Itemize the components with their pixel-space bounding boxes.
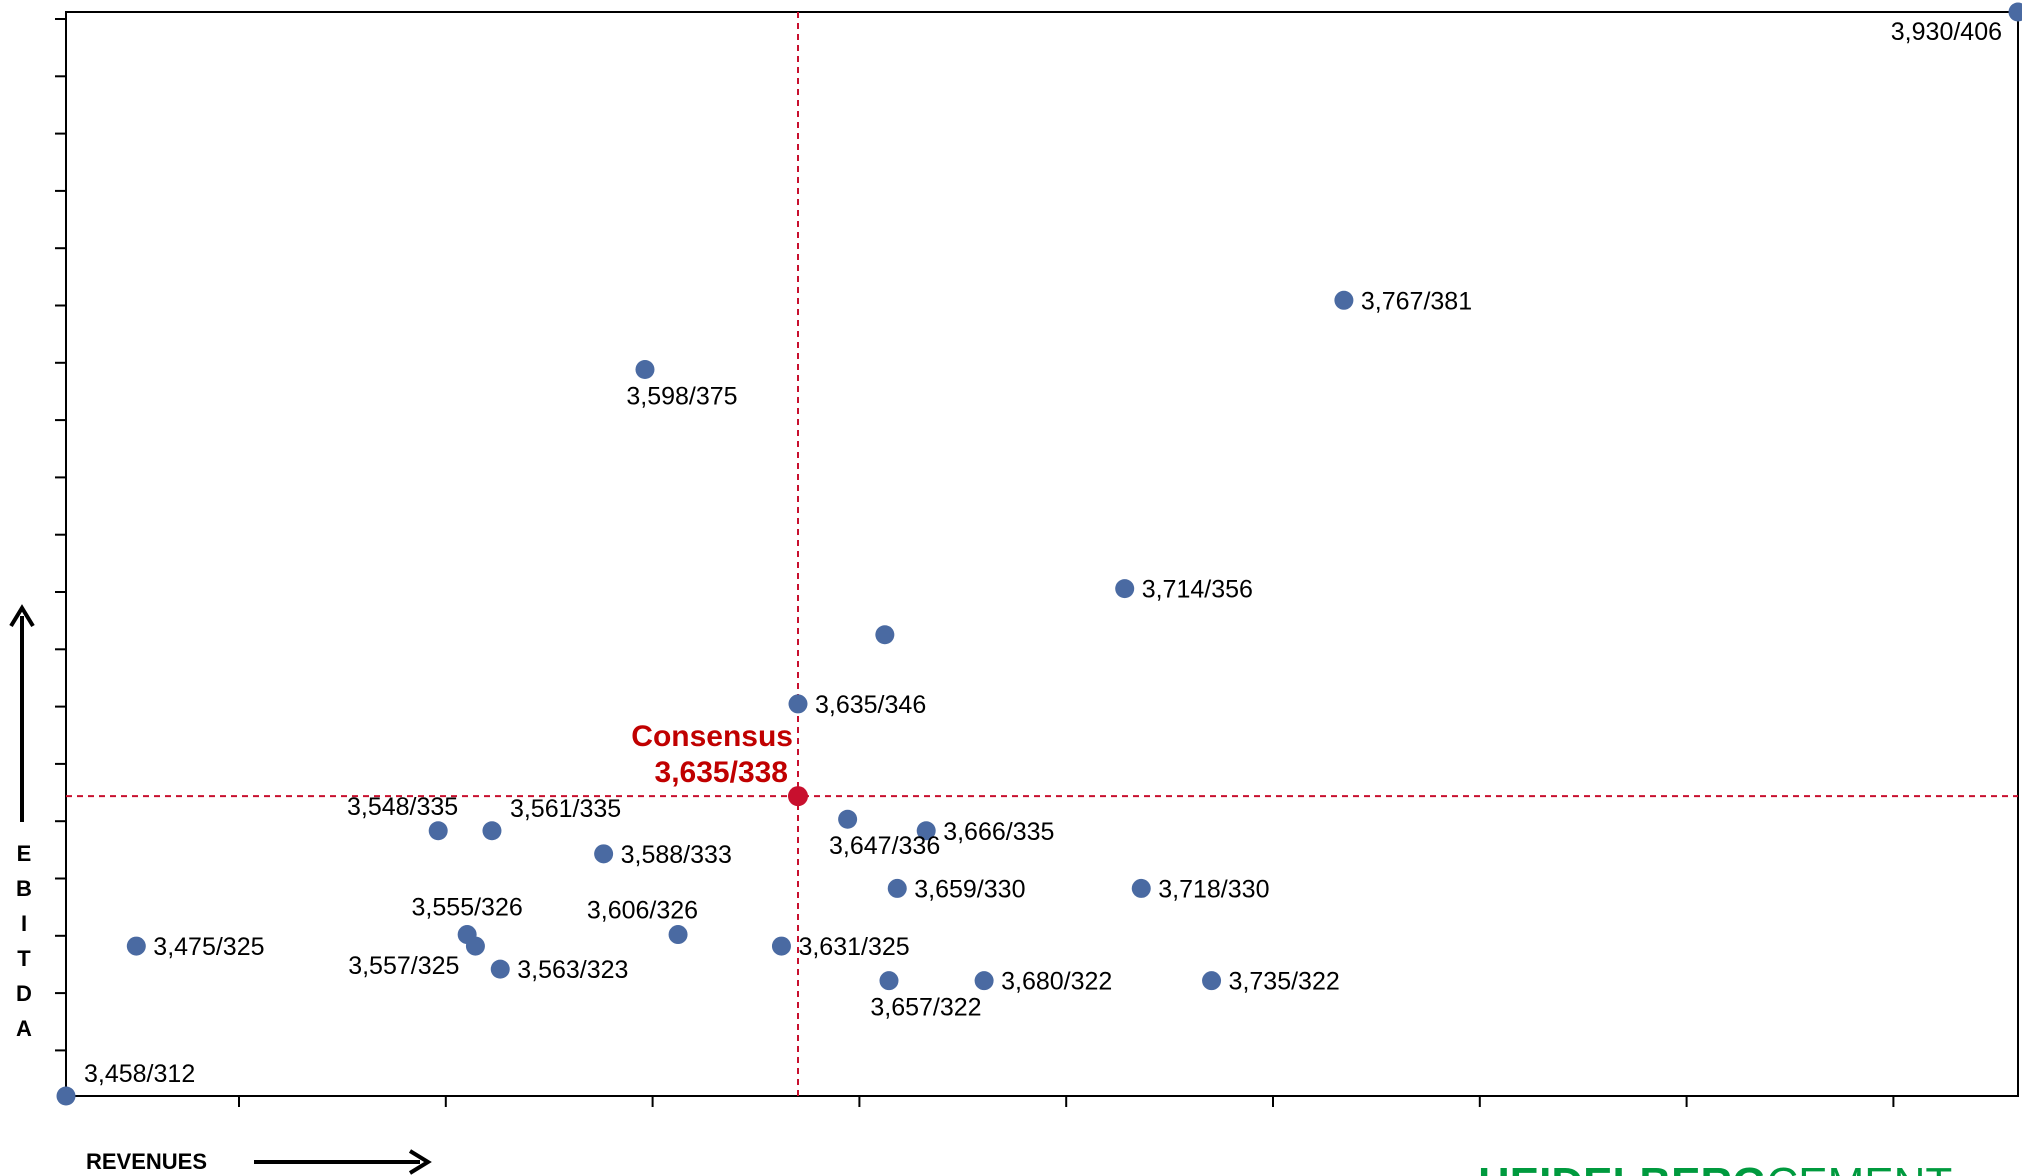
point-label: 3,475/325: [153, 933, 264, 961]
point-label: 3,647/336: [829, 832, 940, 860]
point-label: 3,930/406: [1891, 18, 2002, 46]
y-axis-label-letter: T: [17, 946, 31, 971]
data-point: [1334, 290, 1354, 310]
point-label: 3,588/333: [621, 841, 732, 869]
data-point: [490, 959, 510, 979]
data-point: [879, 971, 899, 991]
point-label: 3,458/312: [84, 1060, 195, 1088]
data-point: [887, 878, 907, 898]
y-axis-label-letter: D: [16, 981, 32, 1006]
point-label: 3,548/335: [347, 793, 458, 821]
point-label: 3,735/322: [1229, 968, 1340, 996]
data-point: [1202, 971, 1222, 991]
x-axis-arrow-head: [408, 1149, 432, 1175]
data-point: [1115, 579, 1135, 599]
x-axis-label: REVENUES: [86, 1149, 207, 1174]
data-point: [1131, 878, 1151, 898]
point-label: 3,631/325: [798, 933, 909, 961]
data-point: [428, 821, 448, 841]
point-label: 3,557/325: [348, 952, 459, 980]
data-point: [56, 1086, 76, 1106]
point-label: 3,606/326: [587, 897, 698, 925]
data-points: [56, 2, 2022, 1106]
x-axis-title: REVENUES: [86, 1149, 432, 1175]
point-label: 3,561/335: [510, 795, 621, 823]
point-label: 3,767/381: [1361, 287, 1472, 315]
data-point: [482, 821, 502, 841]
point-labels: 3,930/406 3,767/381 3,598/375 3,714/356 3,63…: [84, 18, 2002, 1088]
point-label: 3,563/323: [517, 956, 628, 984]
y-axis-label-letter: A: [16, 1016, 32, 1041]
point-label: 3,657/322: [870, 994, 981, 1022]
data-point: [126, 936, 146, 956]
point-label: 3,555/326: [412, 894, 523, 922]
data-point: [771, 936, 791, 956]
logo-cement: CEMENT: [1766, 1159, 1952, 1176]
data-point: [974, 971, 994, 991]
point-label: 3,718/330: [1158, 875, 1269, 903]
data-point: [788, 694, 808, 714]
y-axis-label-letter: E: [17, 841, 32, 866]
consensus-title: Consensus: [631, 720, 793, 753]
data-point: [838, 809, 858, 829]
y-axis-label-letter: B: [16, 876, 32, 901]
point-label: 3,666/335: [943, 818, 1054, 846]
point-label: 3,680/322: [1001, 968, 1112, 996]
x-axis-ticks: [238, 1096, 1895, 1107]
consensus-point: [788, 786, 808, 807]
data-point: [916, 821, 936, 841]
data-point: [2008, 2, 2022, 22]
company-logo: HEIDELBERGCEMENT: [1478, 1159, 1952, 1176]
y-axis-ticks: [55, 18, 66, 1052]
point-label: 3,598/375: [626, 382, 737, 410]
data-point: [635, 359, 655, 379]
plot-frame: [65, 11, 2019, 1097]
consensus-guides: [66, 12, 2018, 1096]
y-axis-label-letter: I: [21, 911, 27, 936]
data-point: [875, 625, 895, 645]
data-point: [465, 936, 485, 956]
consensus-value: 3,635/338: [655, 756, 788, 789]
point-label: 3,635/346: [815, 691, 926, 719]
point-label: 3,714/356: [1142, 576, 1253, 604]
data-point: [668, 925, 688, 945]
svg-text:HEIDELBERGCEMENT: HEIDELBERGCEMENT: [1478, 1159, 1952, 1176]
data-point: [594, 844, 614, 864]
y-axis-arrow-head: [9, 604, 35, 628]
point-label: 3,659/330: [914, 875, 1025, 903]
logo-heidelberg: HEIDELBERG: [1478, 1159, 1766, 1176]
consensus-annotation: Consensus 3,635/338: [631, 720, 793, 789]
